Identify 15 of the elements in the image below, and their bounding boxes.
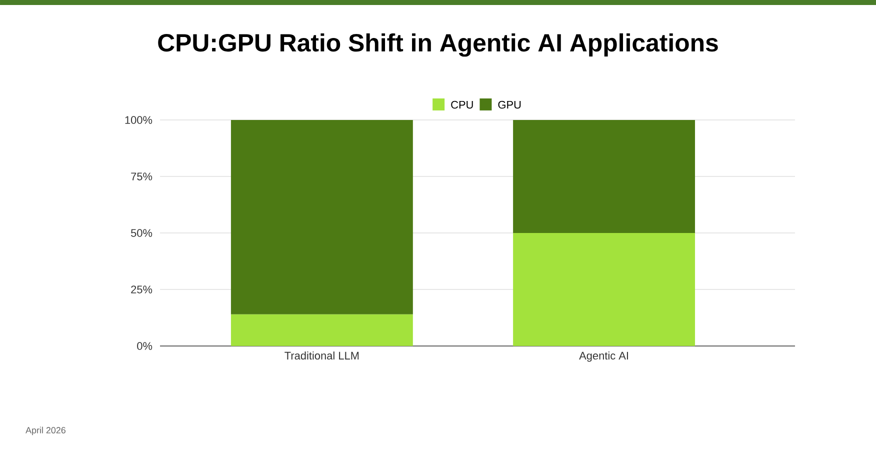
bar [513,120,696,233]
y-tick-label: 100% [125,116,152,124]
bar [230,120,413,314]
x-tick-label: Traditional LLM [284,352,359,360]
y-tick-label: 50% [130,229,152,237]
y-tick-label: 0% [137,342,152,350]
legend-label: CPU [451,100,473,109]
bar [230,314,413,346]
x-tick-label: Agentic AI [579,352,628,362]
text: April 2026 [26,426,66,436]
legend-label: GPU [498,100,521,109]
y-tick-label: 25% [131,286,152,294]
chart-title: CPU:GPU Ratio Shift in Agentic AI Applications [158,33,718,57]
bar [513,232,696,346]
y-tick-label: 75% [131,172,152,180]
